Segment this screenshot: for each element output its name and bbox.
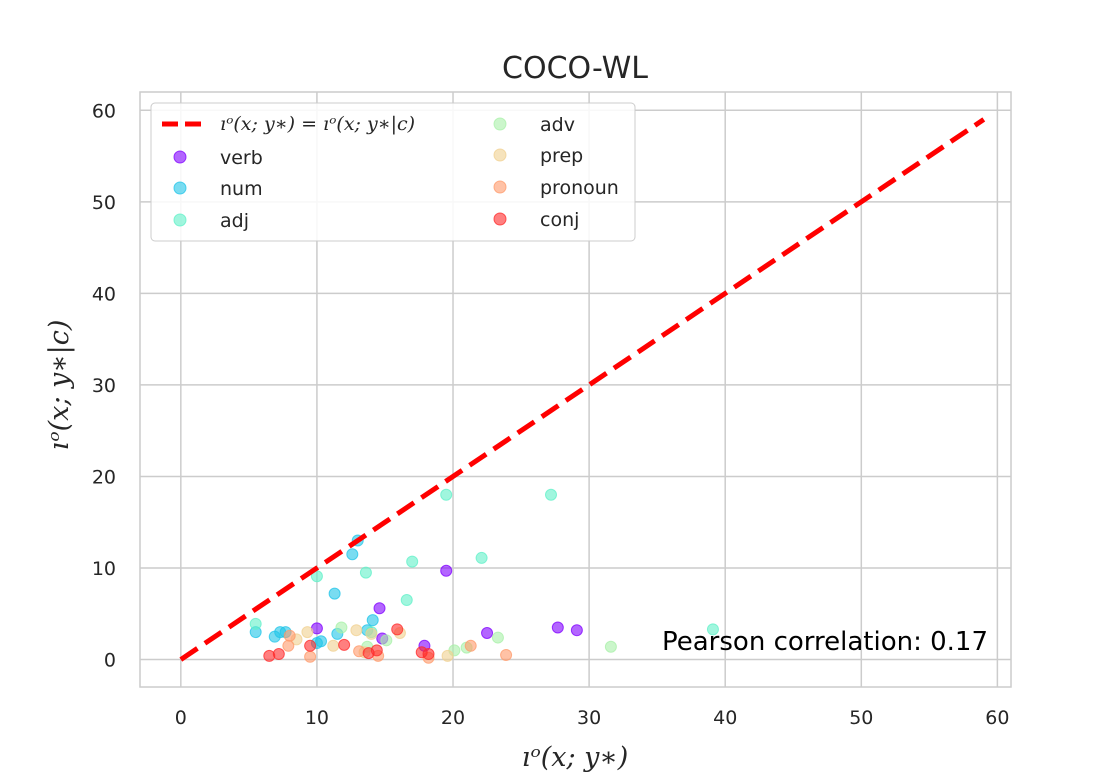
legend-label-prep: prep (540, 145, 583, 167)
point-adv (604, 640, 617, 653)
point-adj (249, 617, 262, 630)
chart-title: COCO-WL (502, 51, 648, 86)
plot-frame (139, 91, 1012, 688)
point-prep (327, 639, 340, 652)
point-prep (441, 649, 454, 662)
point-verb (440, 564, 453, 577)
y-axis-label: ıᵒ(x; y∗|c) (44, 320, 75, 451)
y-tick-label: 30 (92, 375, 116, 397)
point-num (328, 587, 341, 600)
legend-label-adj: adj (220, 210, 249, 232)
x-tick-label: 0 (175, 707, 187, 729)
point-prep (365, 627, 378, 640)
y-tick-label: 10 (92, 558, 116, 580)
legend-marker-adv (493, 117, 507, 131)
y-tick-label: 40 (92, 283, 116, 305)
point-pronoun (304, 650, 317, 663)
point-adv (380, 634, 393, 647)
point-pronoun (282, 639, 295, 652)
point-conj (338, 638, 351, 651)
x-tick-label: 20 (441, 707, 465, 729)
point-adv (335, 621, 348, 634)
legend-marker-prep (493, 148, 507, 162)
point-conj (370, 644, 383, 657)
legend: ıᵒ(x; y∗) = ıᵒ(x; y∗|c) verb num adj adv pre… (150, 102, 636, 242)
point-conj (272, 648, 285, 661)
point-conj (304, 639, 317, 652)
legend-label-num: num (220, 178, 263, 200)
legend-reference-line-label: ıᵒ(x; y∗) = ıᵒ(x; y∗|c) (220, 113, 415, 135)
point-pronoun (500, 648, 513, 661)
point-pronoun (464, 639, 477, 652)
point-num (366, 614, 379, 627)
y-tick-label: 20 (92, 466, 116, 488)
legend-label-adv: adv (540, 114, 575, 136)
point-prep (301, 626, 314, 639)
point-adj (440, 488, 453, 501)
legend-box (150, 102, 636, 242)
point-conj (391, 623, 404, 636)
point-verb (481, 626, 494, 639)
legend-label-verb: verb (220, 147, 263, 169)
point-prep (350, 624, 363, 637)
x-tick-label: 50 (849, 707, 873, 729)
x-axis-label: ıᵒ(x; y∗) (522, 742, 629, 772)
legend-marker-verb (173, 150, 187, 164)
point-adj (406, 555, 419, 568)
reference-line (179, 117, 986, 662)
legend-marker-adj (173, 213, 187, 227)
y-tick-label: 50 (92, 192, 116, 214)
y-tick-label: 0 (104, 650, 116, 672)
point-adj (400, 594, 413, 607)
point-adj (359, 566, 372, 579)
legend-marker-conj (493, 212, 507, 226)
x-tick-label: 30 (577, 707, 601, 729)
data-points (249, 488, 719, 664)
x-tick-label: 60 (985, 707, 1009, 729)
point-verb (570, 624, 583, 637)
point-pronoun (283, 629, 296, 642)
x-tick-label: 40 (713, 707, 737, 729)
point-adj (475, 551, 488, 564)
y-axis-ticks: 0 10 20 30 40 50 60 (92, 100, 116, 671)
legend-marker-pronoun (493, 180, 507, 194)
point-verb (551, 621, 564, 634)
y-tick-label: 60 (92, 100, 116, 122)
point-adj (706, 623, 719, 636)
point-adv (491, 631, 504, 644)
x-tick-label: 10 (305, 707, 329, 729)
legend-label-pronoun: pronoun (540, 177, 619, 199)
point-verb (373, 602, 386, 615)
pearson-annotation: Pearson correlation: 0.17 (662, 627, 988, 657)
point-adj (545, 488, 558, 501)
point-num (346, 548, 359, 561)
point-conj (422, 648, 435, 661)
x-axis-ticks: 0 10 20 30 40 50 60 (175, 707, 1010, 729)
legend-label-conj: conj (540, 209, 579, 231)
legend-marker-num (173, 181, 187, 195)
